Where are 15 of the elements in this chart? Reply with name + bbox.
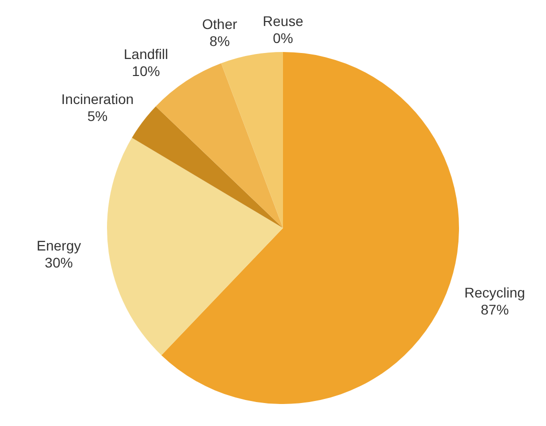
pie-slice — [221, 52, 283, 228]
category-label: Reuse — [262, 13, 304, 29]
data-label: 30% — [44, 254, 73, 271]
slice-label: Incineration — [61, 91, 134, 108]
text: 0% — [272, 30, 294, 46]
slice-label: Landfill — [124, 46, 168, 62]
slice-label: Recycling — [464, 284, 526, 301]
data-label: 8% — [210, 33, 230, 50]
data-label: 10% — [132, 62, 160, 79]
pie-slice — [132, 106, 283, 228]
pie-slice — [107, 138, 283, 356]
slice-label: Energy — [36, 238, 81, 254]
data-label: 5% — [87, 108, 108, 124]
slice-label: Other — [202, 16, 238, 32]
data-label: 87% — [480, 302, 509, 318]
